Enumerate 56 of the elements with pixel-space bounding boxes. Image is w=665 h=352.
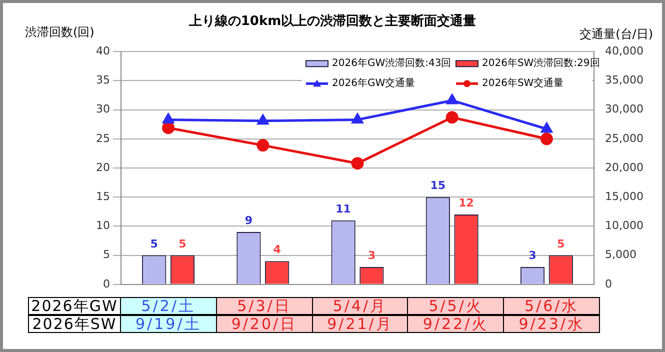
y2-tick-label: 15,000: [605, 190, 644, 203]
text: 9/23/水: [503, 315, 600, 333]
point: [540, 132, 553, 146]
point: [446, 111, 458, 124]
data-label: 9: [244, 214, 253, 228]
y-axis-title: 渋滞回数(回): [25, 25, 94, 39]
text: 9/20/日: [216, 315, 313, 333]
data-label: 11: [336, 202, 351, 216]
chart-title: 上り線の10km以上の渋滞回数と主要断面交通量: [188, 13, 476, 30]
legend-label: 2026年GW渋滞回数:43回: [332, 57, 452, 70]
y-tick-label: 35: [96, 74, 110, 87]
y2-tick-label: 0: [605, 277, 612, 290]
point: [257, 114, 268, 125]
y-tick-label: 5: [103, 248, 110, 262]
point: [352, 113, 364, 124]
text: 9/19/土: [120, 315, 217, 333]
x-tick-label: 5/6/水: [503, 297, 600, 315]
y-tick-label: 30: [96, 102, 110, 116]
x-tick-label: 5/3/日: [216, 297, 313, 315]
y2-axis-title: 交通量(台/日): [580, 27, 653, 41]
y-tick-label: 10: [96, 219, 110, 232]
text: 9/22/火: [407, 315, 504, 333]
y2-tick-label: 20,000: [605, 160, 644, 174]
text: 2026年SW: [28, 315, 121, 333]
y-tick-label: 15: [96, 190, 110, 203]
data-label: 3: [528, 248, 536, 262]
legend-label: 2026年SW渋滞回数:29回: [482, 57, 600, 70]
legend-label: 2026年GW交通量: [332, 77, 416, 90]
data-label: 4: [273, 243, 282, 256]
x-tick-label: 5/4/月: [312, 297, 408, 315]
point: [541, 122, 552, 133]
data-label: 5: [150, 237, 158, 250]
text: 9/21/月: [312, 315, 408, 333]
point: [446, 94, 458, 104]
x-tick-label: 5/2/土: [120, 297, 217, 315]
data-label: 12: [458, 196, 474, 210]
y2-tick-label: 30,000: [605, 102, 644, 116]
data-label: 5: [557, 237, 565, 250]
y2-tick-label: 40,000: [605, 44, 644, 58]
y-tick-label: 25: [96, 132, 110, 145]
point: [351, 157, 364, 170]
y2-tick-label: 10,000: [605, 219, 644, 232]
text: 2026年GW: [28, 297, 121, 315]
y-tick-label: 40: [96, 44, 110, 58]
point: [162, 113, 174, 124]
y2-tick-label: 25,000: [605, 132, 644, 145]
y-tick-label: 0: [103, 277, 110, 290]
data-label: 5: [178, 237, 186, 250]
point: [256, 139, 270, 152]
y-tick-label: 20: [96, 160, 110, 174]
legend-label: 2026年SW交通量: [482, 77, 564, 90]
data-label: 3: [368, 248, 376, 262]
y2-tick-label: 5,000: [605, 248, 636, 262]
data-label: 15: [430, 179, 446, 192]
x-tick-label: 5/5/火: [407, 297, 504, 315]
y2-tick-label: 35,000: [605, 74, 644, 87]
